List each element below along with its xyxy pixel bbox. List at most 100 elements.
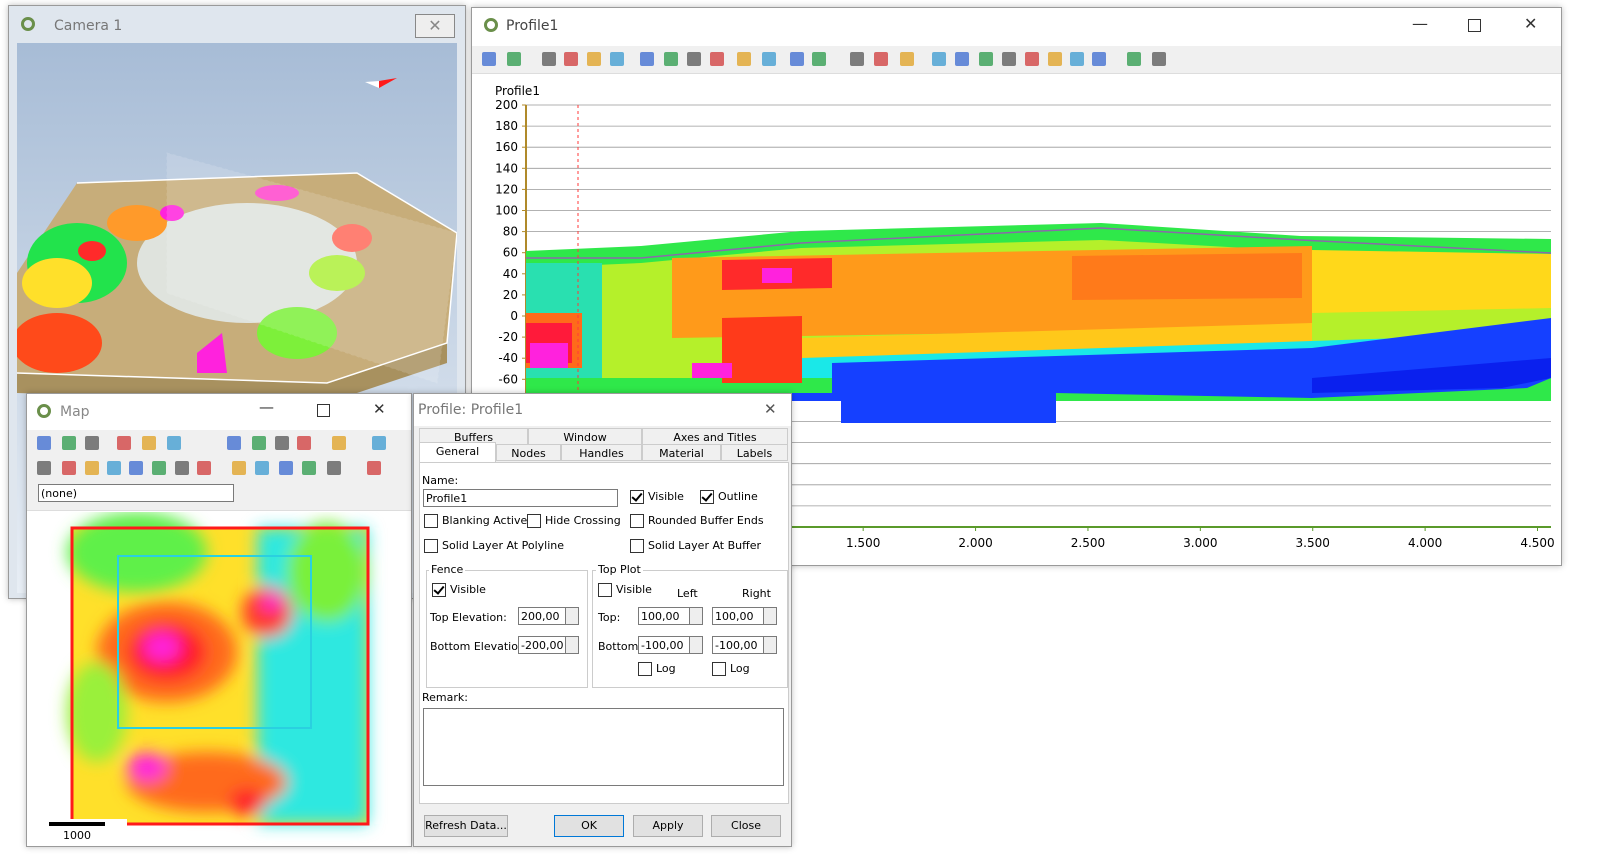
- maximize-button[interactable]: [317, 404, 330, 417]
- toolbar-icon[interactable]: [955, 52, 969, 66]
- checkbox[interactable]: [712, 662, 726, 676]
- bottom-right-input[interactable]: -100,00: [712, 636, 764, 654]
- spinner[interactable]: [689, 607, 703, 625]
- toolbar-icon[interactable]: [542, 52, 556, 66]
- toolbar-icon[interactable]: [482, 52, 496, 66]
- bottom-elevation-input[interactable]: -200,00: [518, 636, 566, 654]
- toolbar-icon[interactable]: [255, 461, 269, 475]
- toolbar-icon[interactable]: [1025, 52, 1039, 66]
- tab[interactable]: Handles: [561, 444, 642, 461]
- tab[interactable]: Material: [642, 444, 721, 461]
- minimize-button[interactable]: —: [1412, 14, 1428, 33]
- toolbar-icon[interactable]: [979, 52, 993, 66]
- toolbar-icon[interactable]: [587, 52, 601, 66]
- button[interactable]: Refresh Data...: [424, 815, 508, 837]
- bottom-left-input[interactable]: -100,00: [638, 636, 690, 654]
- toolbar-icon[interactable]: [37, 436, 51, 450]
- toolbar-icon[interactable]: [900, 52, 914, 66]
- name-input[interactable]: Profile1: [423, 489, 618, 507]
- toolbar-icon[interactable]: [332, 436, 346, 450]
- toolbar-icon[interactable]: [1070, 52, 1084, 66]
- toolbar-icon[interactable]: [175, 461, 189, 475]
- checkbox[interactable]: [630, 514, 644, 528]
- toolbar-icon[interactable]: [1152, 52, 1166, 66]
- close-button[interactable]: ✕: [1524, 14, 1538, 33]
- toolbar-icon[interactable]: [710, 52, 724, 66]
- toolbar-icon[interactable]: [932, 52, 946, 66]
- tab[interactable]: Labels: [721, 444, 788, 461]
- toolbar-icon[interactable]: [664, 52, 678, 66]
- tab[interactable]: Buffers: [419, 428, 528, 445]
- toolbar-icon[interactable]: [1048, 52, 1062, 66]
- toolbar-icon[interactable]: [85, 436, 99, 450]
- close-button[interactable]: ✕: [415, 14, 455, 38]
- toolbar-icon[interactable]: [142, 436, 156, 450]
- dropdown-value: (none): [41, 487, 78, 500]
- toolbar-icon[interactable]: [1002, 52, 1016, 66]
- toolbar-icon[interactable]: [367, 461, 381, 475]
- spinner[interactable]: [763, 636, 777, 654]
- checkbox[interactable]: [432, 583, 446, 597]
- close-button[interactable]: ✕: [764, 400, 777, 418]
- toolbar-icon[interactable]: [762, 52, 776, 66]
- toolbar-icon[interactable]: [507, 52, 521, 66]
- checkbox[interactable]: [424, 539, 438, 553]
- layer-dropdown[interactable]: (none): [38, 484, 234, 502]
- toolbar-icon[interactable]: [37, 461, 51, 475]
- toolbar-icon[interactable]: [564, 52, 578, 66]
- maximize-button[interactable]: [1468, 19, 1481, 32]
- spinner[interactable]: [689, 636, 703, 654]
- toolbar-icon[interactable]: [85, 461, 99, 475]
- checkbox[interactable]: [630, 539, 644, 553]
- button[interactable]: Apply: [633, 815, 703, 837]
- checkbox[interactable]: [598, 583, 612, 597]
- toolbar-icon[interactable]: [302, 461, 316, 475]
- toolbar-icon[interactable]: [372, 436, 386, 450]
- close-button[interactable]: ✕: [373, 400, 386, 418]
- toolbar-icon[interactable]: [197, 461, 211, 475]
- toolbar-icon[interactable]: [812, 52, 826, 66]
- toolbar-icon[interactable]: [62, 461, 76, 475]
- toolbar-icon[interactable]: [275, 436, 289, 450]
- toolbar-icon[interactable]: [227, 436, 241, 450]
- toolbar-icon[interactable]: [279, 461, 293, 475]
- toolbar-icon[interactable]: [737, 52, 751, 66]
- button[interactable]: OK: [554, 815, 624, 837]
- toolbar-icon[interactable]: [232, 461, 246, 475]
- checkbox[interactable]: [638, 662, 652, 676]
- spinner[interactable]: [763, 607, 777, 625]
- toolbar-icon[interactable]: [167, 436, 181, 450]
- checkbox[interactable]: [424, 514, 438, 528]
- checkbox[interactable]: [527, 514, 541, 528]
- toolbar-icon[interactable]: [850, 52, 864, 66]
- toolbar-icon[interactable]: [117, 436, 131, 450]
- checkbox[interactable]: [700, 490, 714, 504]
- toolbar-icon[interactable]: [129, 461, 143, 475]
- remark-input[interactable]: [423, 708, 784, 786]
- top-elevation-input[interactable]: 200,00: [518, 607, 566, 625]
- toolbar-icon[interactable]: [1127, 52, 1141, 66]
- toolbar-icon[interactable]: [62, 436, 76, 450]
- toolbar-icon[interactable]: [1092, 52, 1106, 66]
- tab[interactable]: Window: [528, 428, 642, 445]
- button[interactable]: Close: [711, 815, 781, 837]
- toolbar-icon[interactable]: [152, 461, 166, 475]
- spinner[interactable]: [565, 636, 579, 654]
- toolbar-icon[interactable]: [327, 461, 341, 475]
- toolbar-icon[interactable]: [687, 52, 701, 66]
- checkbox[interactable]: [630, 490, 644, 504]
- toolbar-icon[interactable]: [107, 461, 121, 475]
- top-right-input[interactable]: 100,00: [712, 607, 764, 625]
- tab[interactable]: Nodes: [496, 444, 561, 461]
- toolbar-icon[interactable]: [297, 436, 311, 450]
- spinner[interactable]: [565, 607, 579, 625]
- tab[interactable]: Axes and Titles: [642, 428, 788, 445]
- toolbar-icon[interactable]: [640, 52, 654, 66]
- toolbar-icon[interactable]: [610, 52, 624, 66]
- toolbar-icon[interactable]: [252, 436, 266, 450]
- toolbar-icon[interactable]: [790, 52, 804, 66]
- tab[interactable]: General: [419, 442, 496, 463]
- toolbar-icon[interactable]: [874, 52, 888, 66]
- minimize-button[interactable]: —: [259, 398, 274, 416]
- top-left-input[interactable]: 100,00: [638, 607, 690, 625]
